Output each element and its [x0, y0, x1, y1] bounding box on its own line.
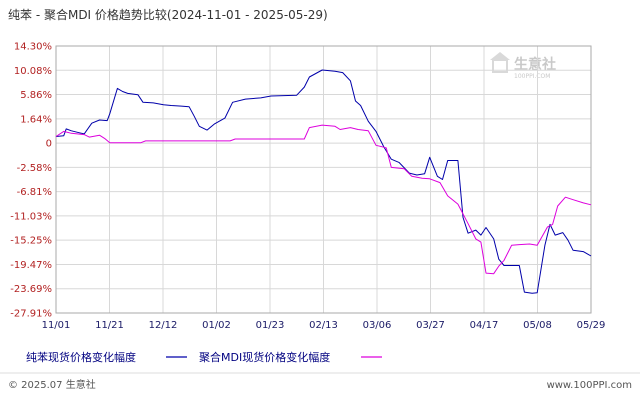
x-tick-label: 03/27 [416, 320, 445, 331]
y-tick-label: 14.30% [14, 42, 52, 53]
y-tick-label: 10.08% [14, 66, 52, 77]
x-tick-label: 05/29 [577, 320, 606, 331]
x-tick-label: 05/08 [523, 320, 552, 331]
x-tick-label: 11/21 [95, 320, 124, 331]
series-line-1 [55, 69, 592, 294]
legend-label-series1: 纯苯现货价格变化幅度 [26, 350, 136, 364]
legend-label-series2: 聚合MDI现货价格变化幅度 [199, 350, 330, 364]
y-tick-label: 0 [46, 139, 52, 150]
series-line-2 [55, 124, 592, 275]
x-tick-label: 02/13 [309, 320, 338, 331]
watermark-site: 100PPI.COM [514, 73, 550, 80]
x-axis-ticks: 11/01 11/21 12/12 01/02 01/23 02/13 03/06 03/27… [42, 320, 606, 331]
chart-title: 纯苯 - 聚合MDI 价格趋势比较(2024-11-01 - 2025-05-2… [8, 7, 328, 22]
x-tick-label: 01/02 [202, 320, 231, 331]
y-tick-label: -23.69% [10, 284, 52, 295]
house-body-icon [492, 59, 508, 73]
watermark-brand: 生意社 [514, 56, 556, 73]
house-roof-icon [490, 52, 510, 60]
x-tick-label: 12/12 [149, 320, 178, 331]
y-tick-label: -15.25% [10, 236, 52, 247]
y-tick-label: -6.81% [17, 187, 52, 198]
y-tick-label: -11.03% [10, 211, 52, 222]
y-tick-label: -27.91% [10, 309, 52, 320]
legend: 纯苯现货价格变化幅度 聚合MDI现货价格变化幅度 [26, 350, 382, 364]
y-tick-label: 1.64% [20, 114, 52, 125]
chart-grid [56, 46, 591, 313]
x-tick-label: 11/01 [42, 320, 71, 331]
y-axis-ticks: 14.30% 10.08% 5.86% 1.64% 0 -2.58% -6.81% -11.0… [10, 42, 52, 320]
footer-website: www.100PPI.com [547, 380, 632, 391]
y-tick-label: -19.47% [10, 260, 52, 271]
plot-frame [55, 45, 592, 314]
footer-copyright: © 2025.07 生意社 [8, 378, 96, 391]
x-tick-label: 01/23 [256, 320, 285, 331]
series-lines [55, 69, 592, 294]
y-tick-label: -2.58% [17, 163, 52, 174]
x-tick-label: 03/06 [363, 320, 392, 331]
x-tick-label: 04/17 [470, 320, 499, 331]
y-tick-label: 5.86% [20, 90, 52, 101]
watermark-logo: 生意社 100PPI.COM [490, 52, 556, 80]
